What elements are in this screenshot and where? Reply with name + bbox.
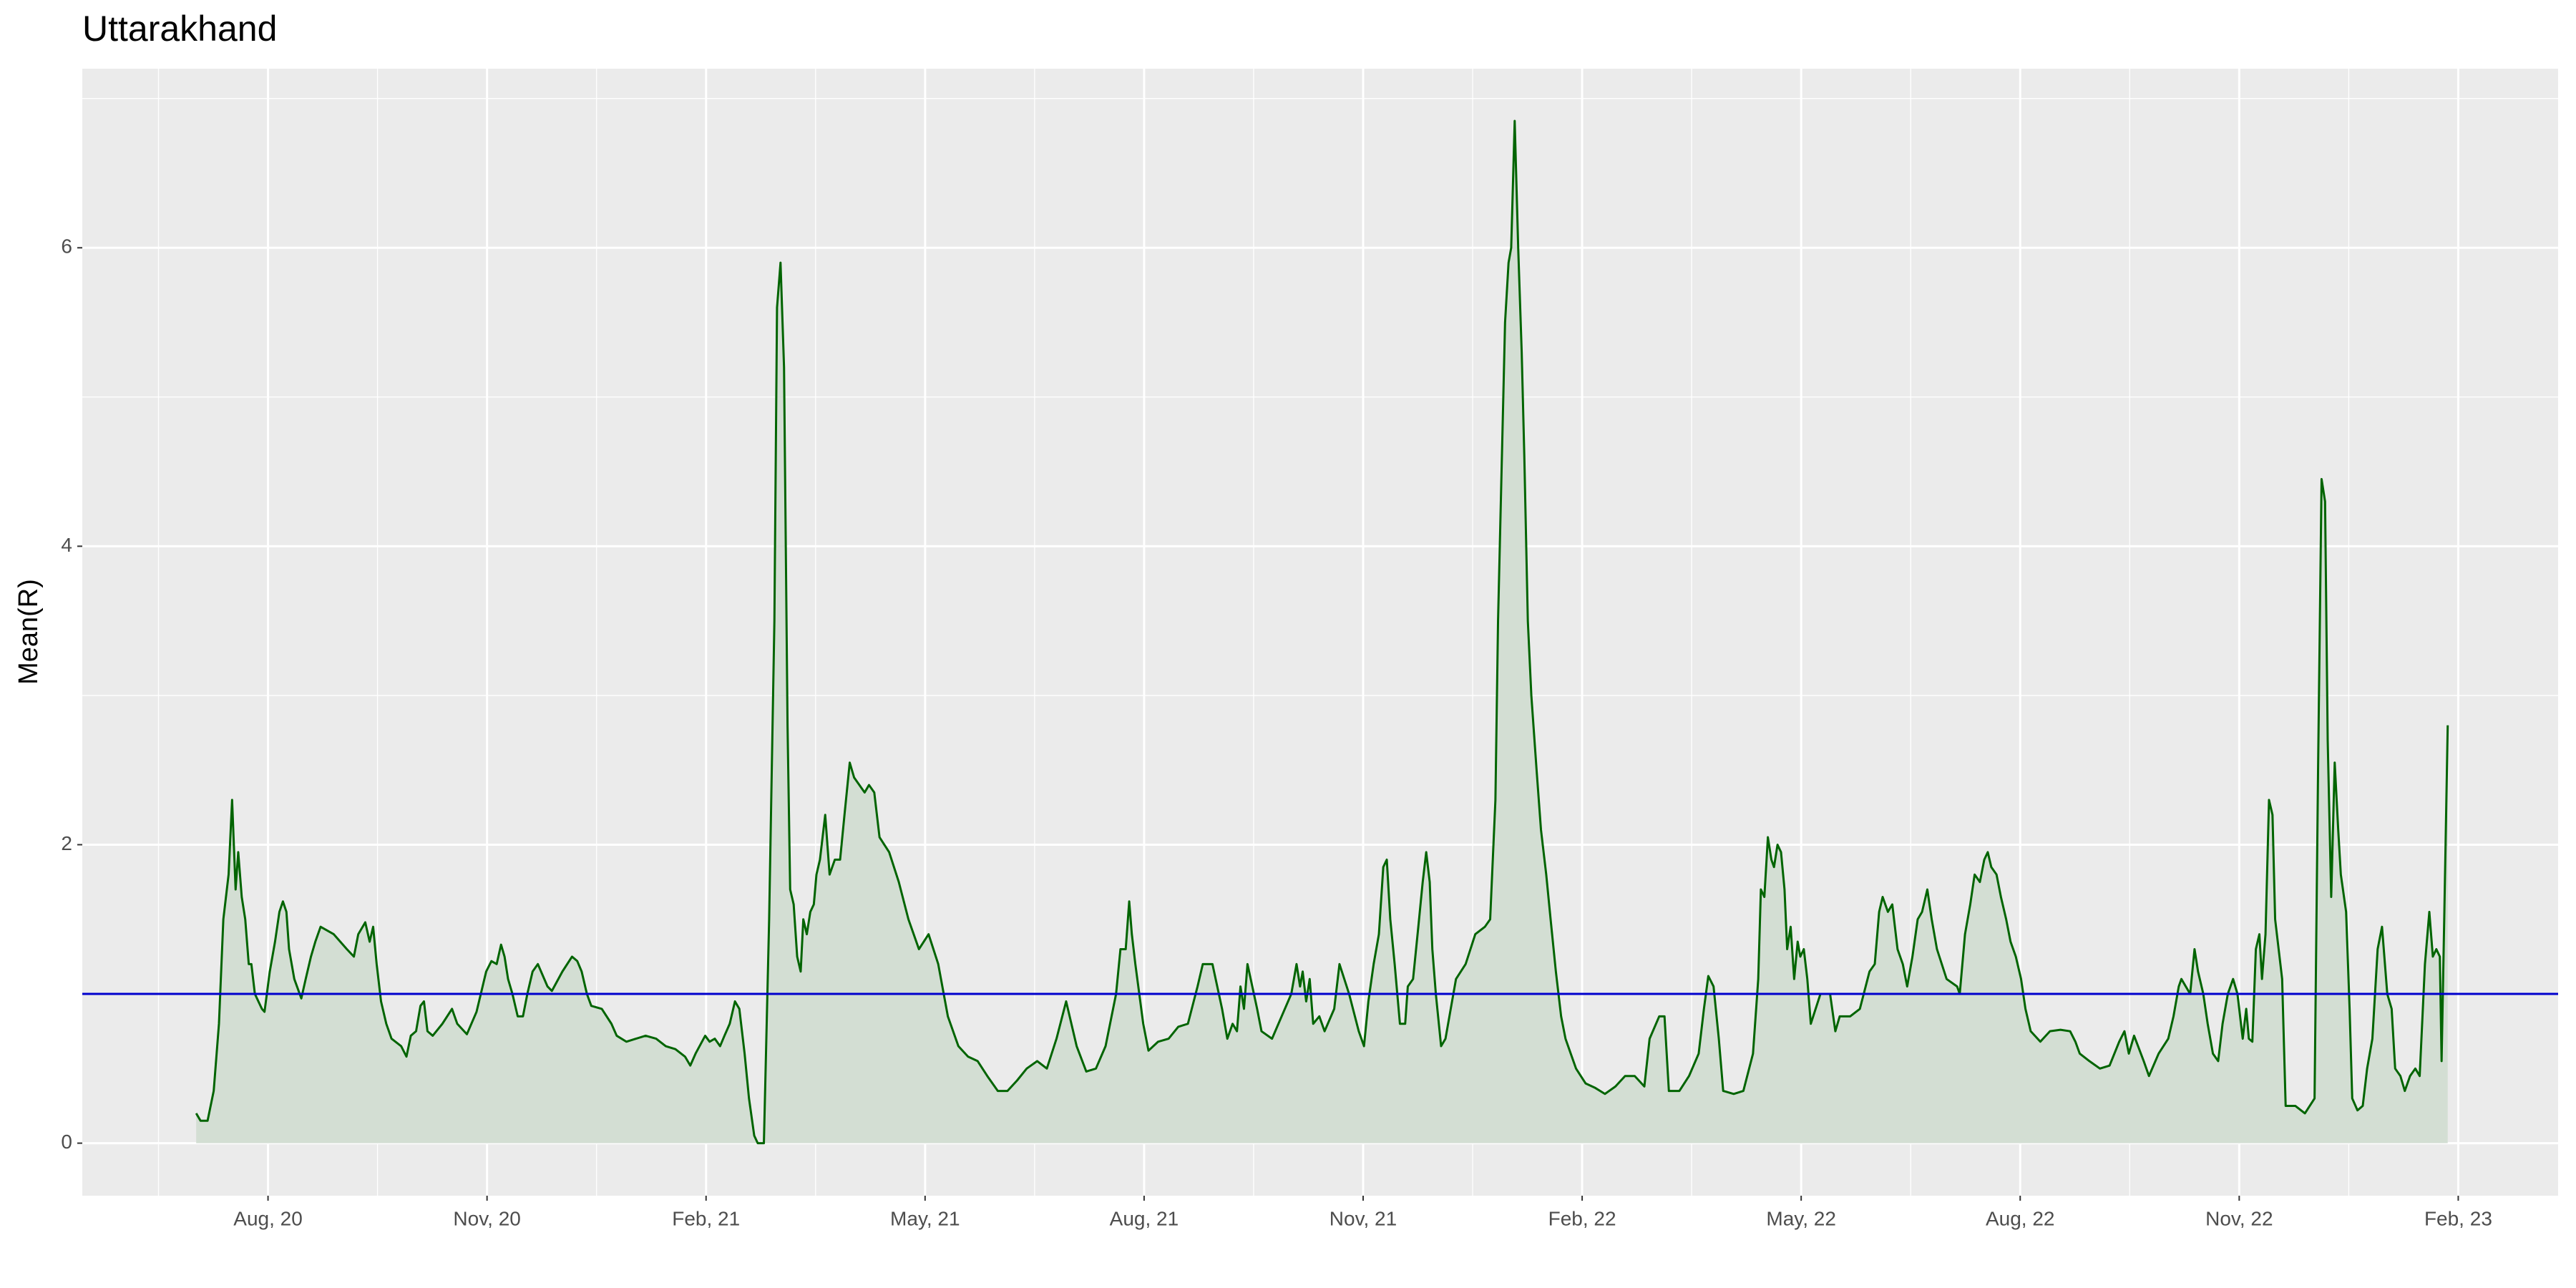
- x-tick-label: Feb, 22: [1548, 1207, 1616, 1229]
- y-tick-label: 2: [61, 832, 72, 854]
- x-tick-label: Nov, 22: [2205, 1207, 2273, 1229]
- x-tick-label: Nov, 20: [453, 1207, 520, 1229]
- area: [196, 120, 2448, 1143]
- x-tick-label: Aug, 21: [1110, 1207, 1179, 1229]
- x-tick-label: Nov, 21: [1330, 1207, 1397, 1229]
- chart-title: Uttarakhand: [82, 9, 277, 49]
- x-tick-label: Aug, 22: [1986, 1207, 2055, 1229]
- x-tick-label: Aug, 20: [233, 1207, 303, 1229]
- x-tick-label: Feb, 23: [2424, 1207, 2492, 1229]
- x-tick-label: Feb, 21: [672, 1207, 740, 1229]
- line: [195, 119, 2449, 1145]
- y-tick-label: 0: [61, 1131, 72, 1153]
- x-tick-label: May, 22: [1766, 1207, 1836, 1229]
- x-tick-label: May, 21: [890, 1207, 960, 1229]
- y-tick-label: 4: [61, 534, 72, 556]
- y-axis-label: Mean(R): [14, 579, 44, 685]
- y-tick-label: 6: [61, 235, 72, 258]
